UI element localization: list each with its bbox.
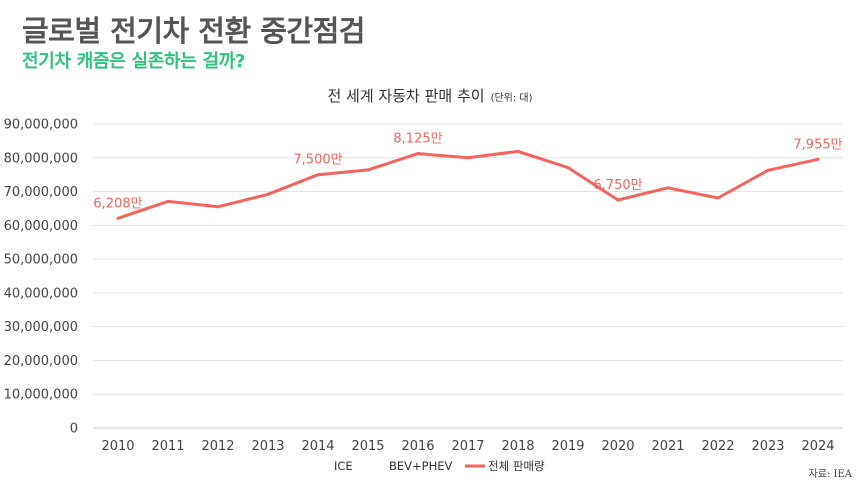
x-tick-label: 2024	[801, 439, 834, 454]
chart-title: 전 세계 자동차 판매 추이	[327, 87, 484, 105]
data-label: 7,955만	[793, 137, 842, 152]
gridlines	[93, 123, 843, 429]
y-axis-ticks: 0 10,000,000 20,000,000 30,000,000 40,000,00…	[4, 118, 78, 437]
data-label: 6,750만	[593, 178, 642, 193]
data-point	[566, 166, 570, 170]
data-point	[316, 173, 320, 177]
data-point	[366, 168, 370, 172]
x-tick-label: 2011	[151, 439, 184, 454]
x-tick-label: 2014	[301, 439, 334, 454]
legend: ICE BEV+PHEV 전체 판매량	[334, 459, 545, 473]
data-point	[216, 205, 220, 209]
x-tick-label: 2021	[651, 439, 684, 454]
data-labels: 6,208만 7,500만 8,125만 6,750만 7,955만	[93, 132, 842, 212]
y-tick-label: 50,000,000	[4, 253, 78, 268]
data-point	[616, 198, 620, 202]
x-tick-label: 2022	[701, 439, 734, 454]
legend-item-ice: ICE	[334, 459, 353, 473]
data-point	[116, 216, 120, 220]
x-tick-label: 2012	[201, 439, 234, 454]
chart-title-group: 전 세계 자동차 판매 추이 (단위: 대)	[327, 87, 532, 105]
data-point	[466, 156, 470, 160]
x-tick-label: 2015	[351, 439, 384, 454]
y-tick-label: 30,000,000	[4, 320, 78, 335]
x-tick-label: 2019	[551, 439, 584, 454]
y-tick-label: 0	[70, 422, 78, 437]
data-point	[166, 199, 170, 203]
series-layer	[116, 149, 820, 220]
legend-item-bev-phev: BEV+PHEV	[389, 459, 453, 473]
data-point	[416, 152, 420, 156]
data-point	[716, 196, 720, 200]
data-label: 6,208만	[93, 196, 142, 211]
x-tick-label: 2020	[601, 439, 634, 454]
y-tick-label: 40,000,000	[4, 286, 78, 301]
x-tick-label: 2016	[401, 439, 434, 454]
x-tick-label: 2023	[751, 439, 784, 454]
data-label: 8,125만	[393, 132, 442, 147]
series-line-total-sales	[116, 149, 820, 220]
data-point	[666, 186, 670, 190]
page-subtitle: 전기차 캐즘은 실존하는 걸까?	[22, 51, 246, 72]
chart-title-unit: (단위: 대)	[491, 91, 533, 104]
data-point	[516, 149, 520, 153]
legend-item-total: 전체 판매량	[488, 459, 545, 473]
y-tick-label: 60,000,000	[4, 219, 78, 234]
y-tick-label: 80,000,000	[4, 151, 78, 166]
x-tick-label: 2018	[501, 439, 534, 454]
y-tick-label: 90,000,000	[4, 118, 78, 133]
page-title: 글로벌 전기차 전환 중간점검	[22, 14, 365, 48]
x-tick-label: 2013	[251, 439, 284, 454]
x-tick-label: 2017	[451, 439, 484, 454]
y-tick-label: 20,000,000	[4, 354, 78, 369]
data-point	[766, 168, 770, 172]
y-tick-label: 70,000,000	[4, 185, 78, 200]
x-tick-label: 2010	[101, 439, 134, 454]
data-point	[266, 192, 270, 196]
data-point	[816, 157, 820, 161]
y-tick-label: 10,000,000	[4, 388, 78, 403]
x-axis-ticks: 2010 2011 2012 2013 2014 2015 2016 2017 2018 2019…	[101, 439, 834, 454]
data-label: 7,500만	[293, 153, 342, 168]
source-note: 자료: IEA	[809, 468, 853, 480]
